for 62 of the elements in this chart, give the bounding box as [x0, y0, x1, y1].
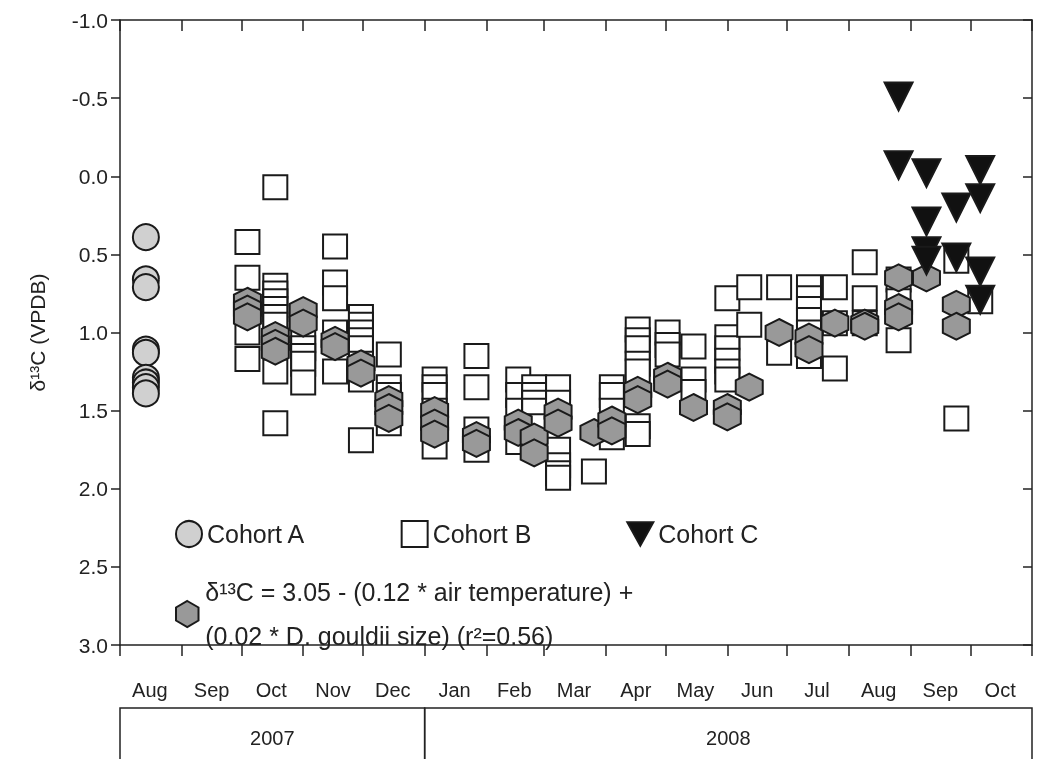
point [260, 336, 290, 366]
point [883, 150, 914, 181]
x-tick-label: Sep [193, 679, 230, 701]
text: 2008 [706, 727, 751, 749]
legend-label: Cohort C [658, 520, 759, 548]
x-tick-label: Nov [315, 679, 351, 701]
point [941, 311, 971, 341]
x-tick-label: Sep [922, 679, 959, 701]
point [794, 335, 824, 365]
point [461, 428, 491, 458]
x-tick-label: Jul [804, 679, 830, 701]
y-tick-label: -0.5 [71, 86, 108, 110]
y-tick-label: 3.0 [78, 633, 108, 657]
y-tick-label: 0.0 [78, 164, 108, 188]
x-tick-label: May [676, 679, 715, 701]
x-tick-label: Oct [984, 679, 1017, 701]
point [911, 158, 942, 189]
y-tick-label: 0.5 [78, 242, 108, 266]
point [131, 273, 160, 302]
point [131, 379, 160, 408]
point [519, 438, 549, 468]
x-tick-label: Jun [741, 679, 774, 701]
y-axis-title: δ¹³C (VPDB) [26, 273, 49, 392]
legend-label: Cohort B [432, 520, 532, 548]
x-tick-label: Aug [860, 679, 897, 701]
point [965, 284, 996, 315]
point [884, 302, 914, 332]
point [543, 408, 573, 438]
point [883, 81, 914, 112]
point [734, 372, 764, 402]
point [911, 206, 942, 237]
x-tick-label: Dec [375, 679, 411, 701]
x-tick-label: Feb [497, 679, 532, 701]
point [597, 416, 627, 446]
x-tick-label: Aug [132, 679, 168, 701]
x-tick-label: Oct [255, 679, 288, 701]
point [941, 192, 972, 223]
point [941, 242, 972, 273]
point [965, 155, 996, 185]
point [374, 403, 404, 433]
text: 2007 [250, 727, 295, 749]
point [764, 318, 794, 347]
y-tick-label: 1.0 [78, 321, 108, 344]
point [965, 183, 996, 214]
point [320, 332, 350, 362]
point [131, 223, 160, 252]
point [653, 369, 683, 399]
point [288, 308, 318, 338]
point [623, 385, 653, 415]
legend-label: δ¹³C = 3.05 - (0.12 * air temperature) + (0.02 * D. gouldii size) (r²=0.56) [205, 578, 641, 650]
x-tick-label: Apr [620, 679, 652, 701]
point [911, 245, 942, 276]
point [712, 402, 742, 432]
x-tick-label: Mar [556, 679, 592, 701]
x-tick-label: Jan [438, 679, 471, 701]
legend-label: Cohort A [207, 520, 305, 548]
point [965, 256, 996, 287]
y-tick-label: 2.0 [78, 477, 108, 501]
y-tick-label: 2.5 [78, 555, 108, 579]
y-tick-label: -1.0 [71, 8, 108, 32]
point [346, 358, 376, 388]
y-tick-label: 1.5 [78, 399, 108, 423]
